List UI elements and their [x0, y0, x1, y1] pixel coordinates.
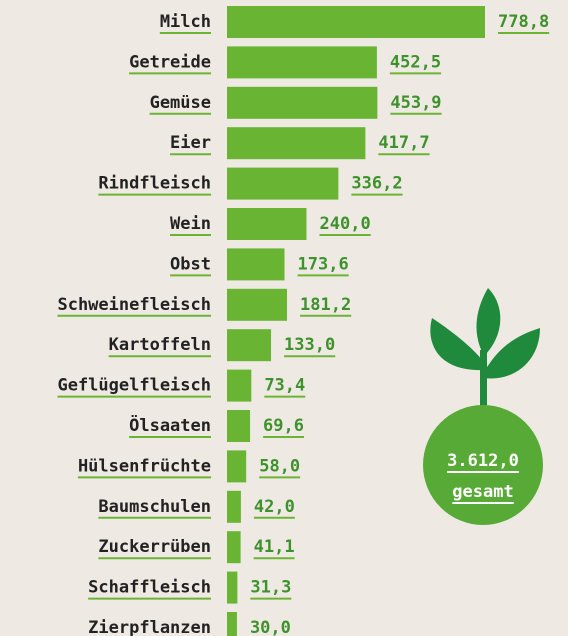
bar: [227, 612, 237, 636]
stem: [480, 350, 487, 430]
value-label: 41,1: [254, 537, 295, 557]
value-label: 240,0: [320, 214, 371, 234]
bar: [227, 167, 339, 200]
category-label: Obst: [170, 254, 211, 274]
bar: [227, 46, 377, 79]
category-label: Rindfleisch: [98, 174, 211, 194]
category-label: Getreide: [129, 52, 211, 72]
category-label: Gemüse: [150, 93, 211, 113]
bar: [227, 208, 307, 240]
bar: [227, 248, 285, 281]
bar: [227, 86, 378, 119]
category-label: Eier: [170, 133, 211, 153]
bar: [227, 490, 241, 523]
category-label: Schaffleisch: [88, 578, 211, 598]
value-label: 453,9: [390, 93, 441, 113]
total-label: 3.612,0: [447, 451, 519, 471]
total-caption: gesamt: [452, 482, 513, 502]
value-label: 133,0: [284, 335, 335, 355]
bar: [227, 6, 485, 38]
value-label: 336,2: [351, 174, 402, 194]
value-label: 778,8: [498, 12, 549, 32]
bar: [227, 329, 272, 362]
leaf: [484, 328, 540, 379]
bar: [227, 531, 241, 564]
value-label: 30,0: [250, 618, 291, 636]
category-label: Wein: [170, 214, 211, 234]
bar: [227, 410, 251, 442]
category-label: Baumschulen: [98, 497, 211, 517]
leaf: [430, 318, 484, 371]
category-label: Geflügelfleisch: [57, 376, 211, 396]
category-label: Ölsaaten: [129, 414, 211, 436]
value-label: 42,0: [254, 497, 295, 517]
bar: [227, 369, 252, 402]
bar: [227, 288, 288, 321]
category-label: Schweinefleisch: [57, 295, 211, 315]
total-circle: [423, 405, 543, 525]
category-label: Kartoffeln: [109, 335, 211, 355]
leaf: [476, 288, 501, 356]
bar: [227, 571, 238, 604]
value-label: 58,0: [259, 456, 300, 476]
category-label: Milch: [160, 12, 211, 32]
value-label: 173,6: [298, 254, 349, 274]
plant-icon: [423, 288, 543, 525]
value-label: 417,7: [378, 133, 429, 153]
category-label: Zierpflanzen: [88, 618, 211, 636]
bar: [227, 127, 366, 160]
value-label: 69,6: [263, 416, 304, 436]
value-label: 452,5: [390, 52, 441, 72]
category-label: Zuckerrüben: [98, 537, 211, 557]
value-label: 181,2: [300, 295, 351, 315]
value-label: 73,4: [264, 376, 305, 396]
value-label: 31,3: [250, 578, 291, 598]
bar: [227, 450, 247, 483]
category-label: Hülsenfrüchte: [78, 456, 211, 476]
